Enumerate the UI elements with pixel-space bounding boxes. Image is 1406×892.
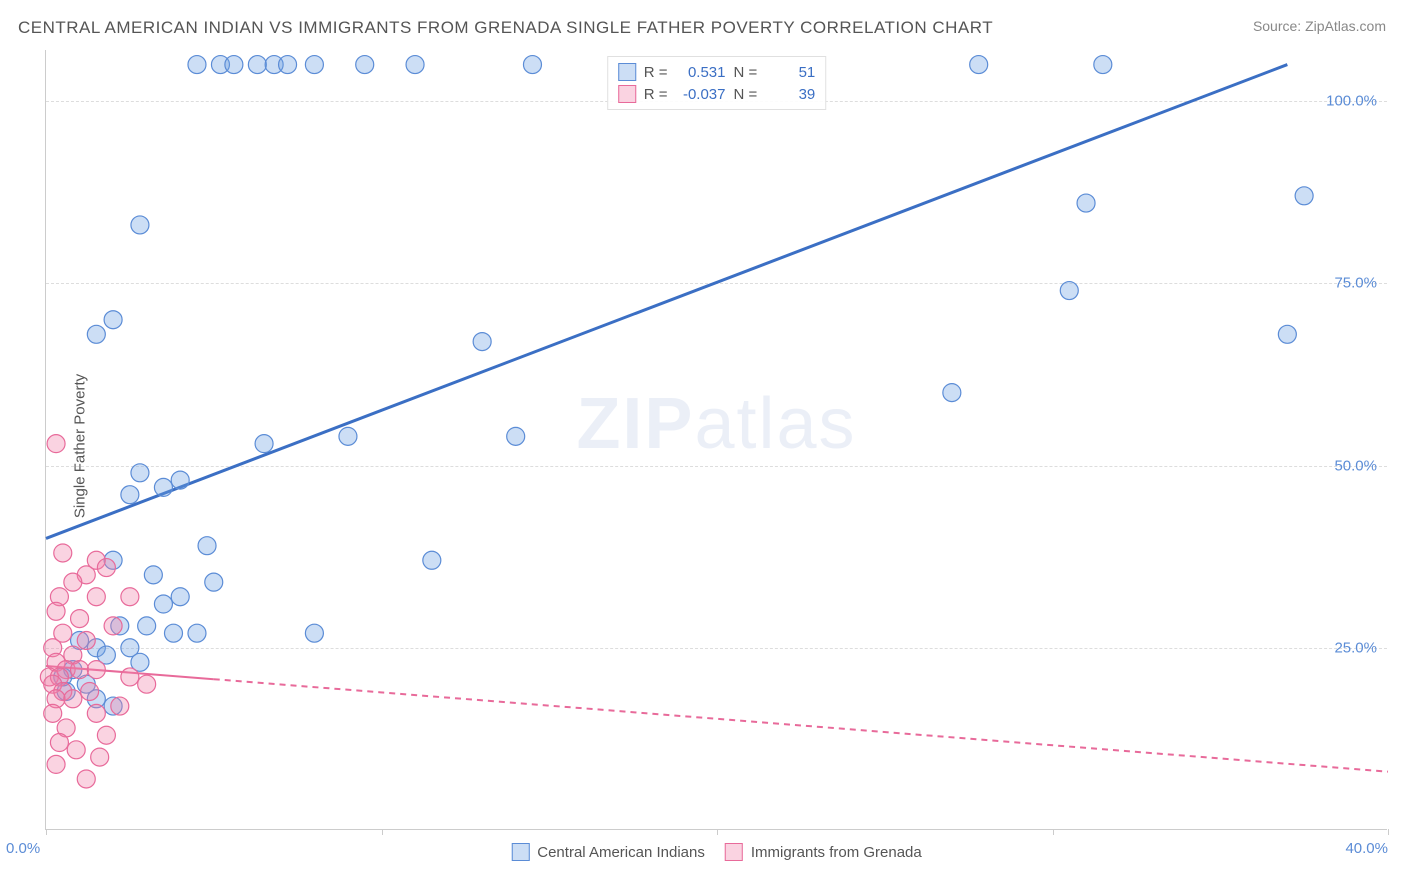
legend-item-2: Immigrants from Grenada [725,843,922,861]
legend-stats-row-1: R = 0.531 N = 51 [618,61,816,83]
legend-item-1: Central American Indians [511,843,705,861]
swatch-series-2 [618,85,636,103]
swatch-series-1b [511,843,529,861]
n-value-1: 51 [765,64,815,81]
legend-label-1: Central American Indians [537,844,705,861]
n-value-2: 39 [765,86,815,103]
swatch-series-1 [618,63,636,81]
n-label: N = [734,86,758,103]
r-value-2: -0.037 [676,86,726,103]
r-label: R = [644,64,668,81]
legend-stats-row-2: R = -0.037 N = 39 [618,83,816,105]
legend-stats: R = 0.531 N = 51 R = -0.037 N = 39 [607,56,827,110]
chart-title: CENTRAL AMERICAN INDIAN VS IMMIGRANTS FR… [18,18,993,38]
swatch-series-2b [725,843,743,861]
r-value-1: 0.531 [676,64,726,81]
scatter-svg [46,50,1387,829]
n-label: N = [734,64,758,81]
legend-bottom: Central American Indians Immigrants from… [511,843,921,861]
source-label: Source: ZipAtlas.com [1253,18,1386,34]
r-label: R = [644,86,668,103]
plot-area: ZIPatlas 25.0%50.0%75.0%100.0% 0.0%40.0%… [45,50,1387,830]
legend-label-2: Immigrants from Grenada [751,844,922,861]
